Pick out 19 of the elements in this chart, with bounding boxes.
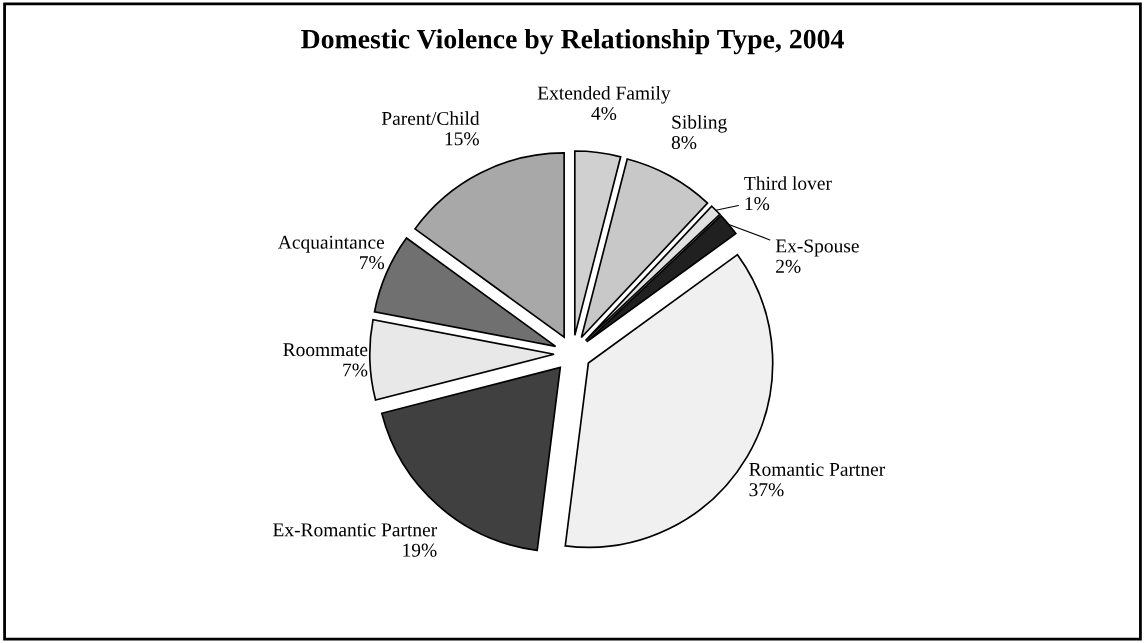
slice-label: Extended Family	[537, 85, 671, 104]
data-label: 1%	[745, 197, 770, 211]
data-label: 7%	[360, 256, 385, 270]
slice-label: Romantic Partner	[749, 462, 886, 476]
slice-label: Sibling	[672, 114, 727, 133]
slice-label: Third lover	[744, 176, 832, 190]
chart-title: Domestic Violence by Relationship Type, 2004	[301, 28, 844, 55]
slice-label: Roommate	[283, 343, 368, 357]
data-label: 7%	[343, 363, 368, 377]
data-label: 19%	[403, 543, 437, 557]
slice-label: Parent/Child	[381, 111, 480, 125]
data-label: 2%	[776, 259, 801, 273]
data-label: 15%	[445, 132, 479, 146]
slice-label: Ex-Romantic Partner	[273, 523, 438, 537]
data-label: 8%	[671, 135, 697, 150]
slice-label: Ex-Spouse	[775, 239, 859, 257]
slice-label: Acquaintance	[278, 235, 385, 253]
data-label: 37%	[749, 483, 784, 497]
data-label: 4%	[591, 106, 617, 121]
